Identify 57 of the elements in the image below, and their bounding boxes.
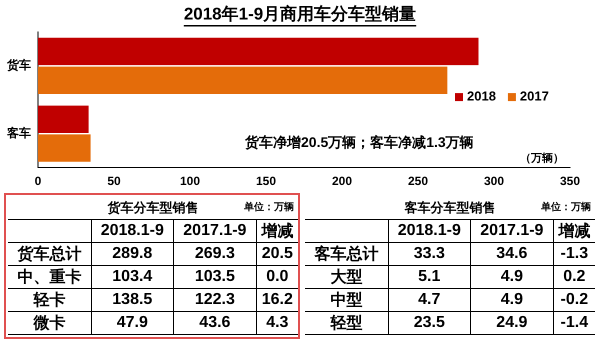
y-tick-label: 轻型	[305, 312, 388, 334]
data-label: 103.4	[91, 266, 174, 288]
data-label: 0.2	[553, 266, 595, 288]
data-label: 20.5	[256, 242, 298, 266]
data-label: 4.9	[470, 288, 554, 312]
data-label: 43.6	[174, 312, 256, 334]
data-label: 4.7	[388, 288, 471, 312]
data-label: 24.9	[470, 312, 554, 334]
x-tick-label: 2018.1-9	[91, 220, 174, 242]
x-tick-label: 150	[256, 174, 276, 188]
x-tick-label: 增减	[553, 220, 595, 242]
data-label: 23.5	[388, 312, 471, 334]
data-label: 103.5	[174, 266, 256, 288]
data-label: 0.0	[256, 266, 298, 288]
data-label: 269.3	[174, 242, 256, 266]
legend-label: 2018	[467, 88, 496, 104]
x-tick-label: 增减	[256, 220, 298, 242]
y-tick-label: 轻卡	[8, 288, 91, 312]
data-label: 5.1	[388, 266, 471, 288]
data-label: 33.3	[388, 242, 471, 266]
x-tick-label: 100	[180, 174, 200, 188]
text: 单位：万辆	[244, 200, 294, 215]
data-label: 122.3	[174, 288, 256, 312]
x-tick-label: 200	[332, 174, 352, 188]
chart-title: 客车分车型销售	[404, 200, 496, 215]
data-label: 34.6	[470, 242, 554, 266]
chart-title: 2018年1-9月商用车分车型销量	[184, 4, 416, 24]
y-tick-label: 大型	[305, 266, 388, 288]
legend-label: 2017	[520, 88, 549, 104]
y-tick-label: 货车	[6, 58, 31, 72]
y-tick-label: 中型	[305, 288, 388, 312]
x-tick-label: 300	[484, 174, 504, 188]
data-label: -1.4	[553, 312, 595, 334]
y-tick-label: 中、重卡	[8, 266, 91, 288]
x-tick-label: 2017.1-9	[470, 220, 554, 242]
y-tick-label: 货车总计	[8, 242, 91, 266]
y-tick-label: 微卡	[8, 312, 91, 334]
y-tick-label: 客车总计	[305, 242, 388, 266]
x-tick-label: 350	[560, 174, 580, 188]
y-tick-label: 客车	[6, 126, 31, 140]
x-tick-label: 250	[408, 174, 428, 188]
data-label: 16.2	[256, 288, 298, 312]
text: 单位：万辆	[541, 200, 591, 215]
annotation: （万辆）	[520, 152, 564, 165]
annotation: 货车净增20.5万辆；客车净减1.3万辆	[244, 134, 474, 150]
x-tick-label: 0	[34, 174, 42, 188]
x-tick-label: 50	[107, 174, 121, 188]
data-label: 47.9	[91, 312, 174, 334]
data-label: 289.8	[91, 242, 174, 266]
data-label: -0.2	[553, 288, 595, 312]
data-label: 4.3	[256, 312, 298, 334]
x-tick-label: 2017.1-9	[174, 220, 256, 242]
data-label: 4.9	[470, 266, 554, 288]
chart-title: 货车分车型销售	[108, 200, 198, 215]
data-label: 138.5	[91, 288, 174, 312]
x-tick-label: 2018.1-9	[388, 220, 471, 242]
data-label: -1.3	[553, 242, 595, 266]
